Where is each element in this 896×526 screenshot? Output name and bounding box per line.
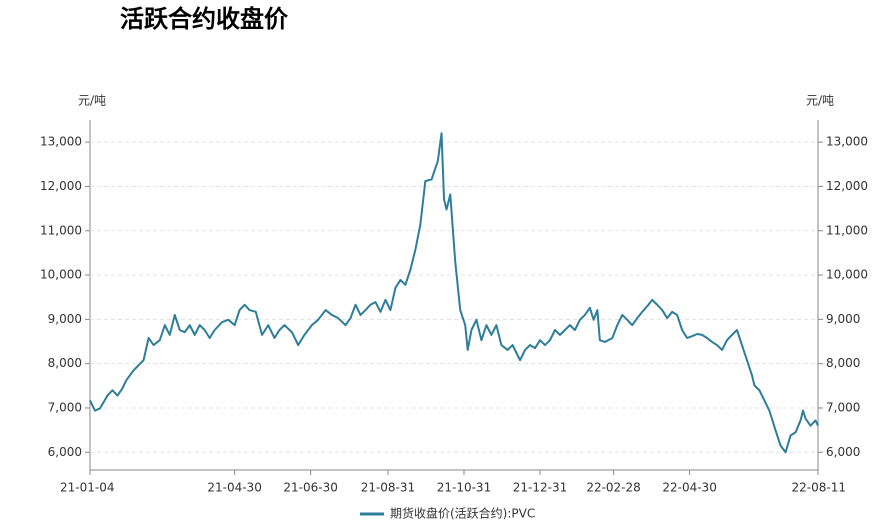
y2-tick-label: 10,000: [826, 268, 868, 282]
x-tick-label: 21-10-31: [437, 481, 491, 495]
line-series: [89, 132, 819, 454]
x-tick-label: 21-08-31: [361, 481, 415, 495]
y-tick-label: 6,000: [48, 445, 82, 459]
x-tick-label: 21-06-30: [283, 481, 337, 495]
y-tick-label: 11,000: [40, 223, 82, 237]
y2-tick-label: 13,000: [826, 135, 868, 149]
chart-title: 活跃合约收盘价: [120, 5, 289, 33]
x-tick-label: 21-04-30: [207, 481, 261, 495]
y-axis-unit: 元/吨: [78, 94, 106, 108]
x-tick-label: 21-01-04: [60, 481, 114, 495]
y-tick-label: 8,000: [48, 356, 82, 370]
x-tick-label: 22-02-28: [586, 481, 640, 495]
y2-axis-unit: 元/吨: [806, 94, 834, 108]
y2-tick-label: 7,000: [826, 400, 860, 414]
x-tick-label: 22-08-11: [792, 481, 846, 495]
y-tick-label: 13,000: [40, 135, 82, 149]
y2-tick-label: 11,000: [826, 223, 868, 237]
y-tick-label: 10,000: [40, 268, 82, 282]
x-tick-label: 21-12-31: [513, 481, 567, 495]
y2-tick-label: 8,000: [826, 356, 860, 370]
y2-tick-label: 9,000: [826, 312, 860, 326]
x-tick-label: 22-04-30: [662, 481, 716, 495]
legend-label: 期货收盘价(活跃合约):PVC: [390, 506, 535, 521]
y2-tick-label: 12,000: [826, 179, 868, 193]
y-tick-label: 7,000: [48, 400, 82, 414]
y-tick-label: 12,000: [40, 179, 82, 193]
y-tick-label: 9,000: [48, 312, 82, 326]
y2-tick-label: 6,000: [826, 445, 860, 459]
